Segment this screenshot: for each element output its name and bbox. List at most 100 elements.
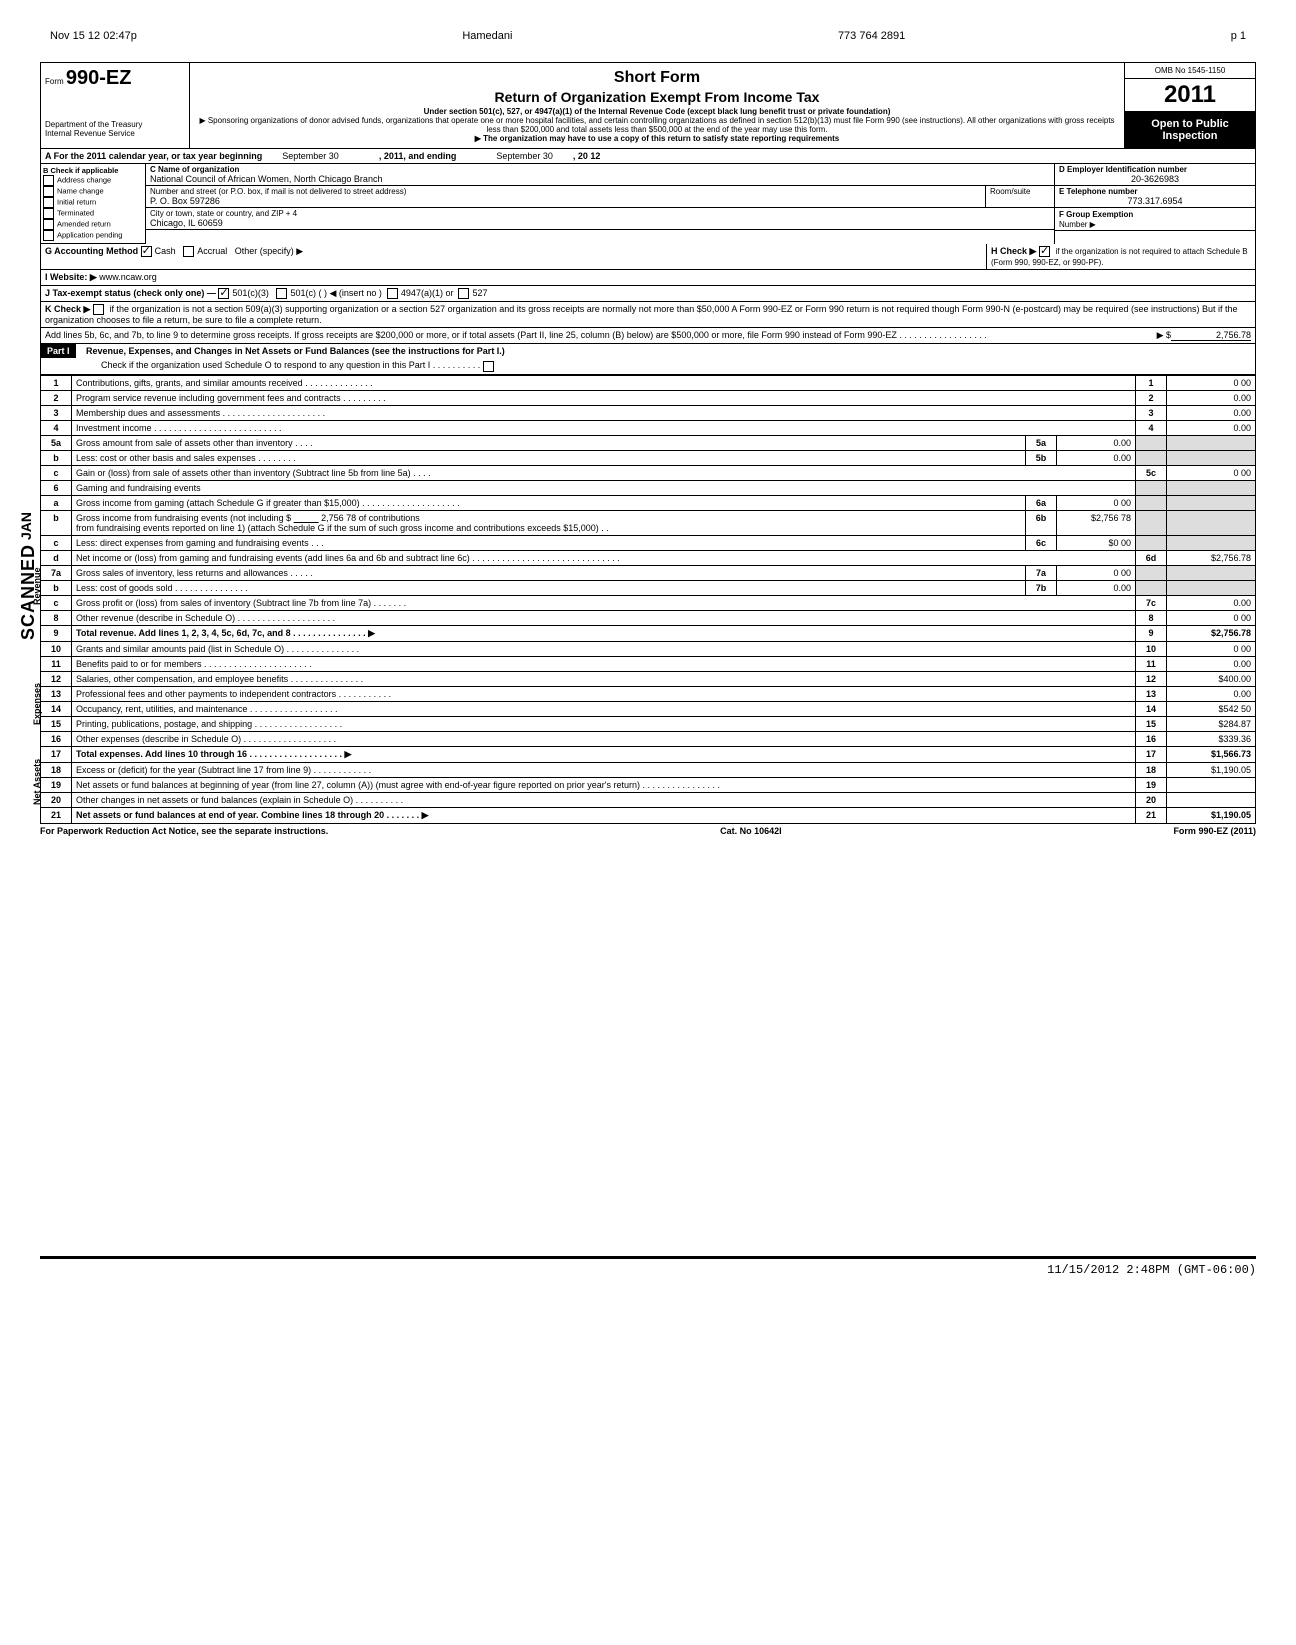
section-k-text: if the organization is not a section 509… — [45, 304, 1238, 325]
info-block: B Check if applicable Address change Nam… — [40, 164, 1256, 244]
chk-4947[interactable] — [387, 288, 398, 299]
omb-number: OMB No 1545-1150 — [1125, 63, 1255, 79]
table-row: 13Professional fees and other payments t… — [41, 686, 1256, 701]
chk-501c[interactable] — [276, 288, 287, 299]
org-city: Chicago, IL 60659 — [150, 218, 1050, 228]
form-sub1: Under section 501(c), 527, or 4947(a)(1)… — [194, 107, 1120, 116]
fax-footer: 11/15/2012 2:48PM (GMT-06:00) — [40, 1256, 1256, 1277]
chk-cash[interactable] — [141, 246, 152, 257]
jan-stamp: JAN — [18, 512, 34, 540]
chk-pending[interactable]: Application pending — [43, 230, 143, 241]
table-row: bLess: cost of goods sold . . . . . . . … — [41, 580, 1256, 595]
period-end: September 30 — [496, 151, 553, 161]
ein: 20-3626983 — [1059, 174, 1251, 184]
chk-amended[interactable]: Amended return — [43, 219, 143, 230]
chk-accrual[interactable] — [183, 246, 194, 257]
table-row: 21Net assets or fund balances at end of … — [41, 807, 1256, 823]
fax-phone: 773 764 2891 — [838, 30, 905, 42]
fax-datetime: Nov 15 12 02:47p — [50, 30, 137, 42]
fax-sender: Hamedani — [462, 30, 512, 42]
form-year: 2011 — [1125, 79, 1255, 112]
footer-mid: Cat. No 10642I — [720, 826, 782, 836]
form-label: Form — [45, 77, 64, 86]
side-expenses: Expenses — [32, 682, 42, 724]
city-label: City or town, state or country, and ZIP … — [150, 209, 1050, 218]
chk-initial[interactable]: Initial return — [43, 197, 143, 208]
scanned-stamp: SCANNED — [18, 544, 39, 640]
chk-501c3[interactable] — [218, 288, 229, 299]
part1-check-text: Check if the organization used Schedule … — [101, 360, 480, 370]
table-row: cGross profit or (loss) from sales of in… — [41, 595, 1256, 610]
form-footer: For Paperwork Reduction Act Notice, see … — [40, 826, 1256, 836]
form-title2: Return of Organization Exempt From Incom… — [194, 89, 1120, 105]
section-b-label: B Check if applicable — [43, 166, 143, 175]
period-endyear: , 20 12 — [573, 151, 601, 161]
fax-footer-text: 11/15/2012 2:48PM (GMT-06:00) — [1047, 1263, 1256, 1277]
chk-terminated[interactable]: Terminated — [43, 208, 143, 219]
section-f-label: F Group Exemption — [1059, 210, 1133, 219]
fax-header: Nov 15 12 02:47p Hamedani 773 764 2891 p… — [40, 30, 1256, 42]
table-row: cGain or (loss) from sale of assets othe… — [41, 465, 1256, 480]
chk-k[interactable] — [93, 304, 104, 315]
part1-title: Revenue, Expenses, and Changes in Net As… — [78, 346, 505, 356]
period-begin: September 30 — [282, 151, 339, 161]
open-inspection: Open to Public Inspection — [1125, 112, 1255, 148]
section-j-label: J Tax-exempt status (check only one) — — [45, 288, 216, 298]
fax-page: p 1 — [1231, 30, 1246, 42]
table-row: 17Total expenses. Add lines 10 through 1… — [41, 746, 1256, 762]
table-row: 7aGross sales of inventory, less returns… — [41, 565, 1256, 580]
table-row: 1Contributions, gifts, grants, and simil… — [41, 375, 1256, 390]
period-row: A For the 2011 calendar year, or tax yea… — [40, 149, 1256, 164]
table-row: 6Gaming and fundraising events — [41, 480, 1256, 495]
form-title1: Short Form — [194, 69, 1120, 87]
table-row: 12Salaries, other compensation, and empl… — [41, 671, 1256, 686]
section-f-sub: Number ▶ — [1059, 220, 1096, 229]
form-header: Form 990-EZ Department of the Treasury I… — [40, 62, 1256, 149]
form-number: 990-EZ — [66, 67, 132, 89]
irs-label: Internal Revenue Service — [45, 129, 185, 138]
section-d-label: D Employer Identification number — [1059, 165, 1251, 174]
table-row: bLess: cost or other basis and sales exp… — [41, 450, 1256, 465]
table-row: 16Other expenses (describe in Schedule O… — [41, 731, 1256, 746]
section-e-label: E Telephone number — [1059, 187, 1251, 196]
section-g-label: G Accounting Method — [45, 246, 138, 256]
form-sub2: ▶ Sponsoring organizations of donor advi… — [194, 116, 1120, 134]
table-row: 9Total revenue. Add lines 1, 2, 3, 4, 5c… — [41, 625, 1256, 641]
footer-right: Form 990-EZ (2011) — [1173, 826, 1256, 836]
form-sub3: ▶ The organization may have to use a cop… — [194, 134, 1120, 143]
part1-header: Part I — [41, 344, 76, 358]
table-row: 4Investment income . . . . . . . . . . .… — [41, 420, 1256, 435]
table-row: 10Grants and similar amounts paid (list … — [41, 641, 1256, 656]
section-k-label: K Check ▶ — [45, 304, 90, 314]
chk-name[interactable]: Name change — [43, 186, 143, 197]
section-l-text: Add lines 5b, 6c, and 7b, to line 9 to d… — [45, 330, 1131, 341]
section-l-arrow: ▶ $ — [1131, 330, 1171, 341]
section-l-amount: 2,756.78 — [1171, 330, 1251, 341]
chk-address[interactable]: Address change — [43, 175, 143, 186]
table-row: 8Other revenue (describe in Schedule O) … — [41, 610, 1256, 625]
table-row: cLess: direct expenses from gaming and f… — [41, 535, 1256, 550]
side-netassets: Net Assets — [32, 758, 42, 804]
section-i-label: I Website: ▶ — [45, 272, 97, 282]
org-addr: P. O. Box 597286 — [150, 196, 981, 206]
table-row: 19Net assets or fund balances at beginni… — [41, 777, 1256, 792]
table-row: aGross income from gaming (attach Schedu… — [41, 495, 1256, 510]
table-row: 3Membership dues and assessments . . . .… — [41, 405, 1256, 420]
phone: 773.317.6954 — [1059, 196, 1251, 206]
chk-527[interactable] — [458, 288, 469, 299]
section-h-label: H Check ▶ — [991, 246, 1036, 256]
table-row: 18Excess or (deficit) for the year (Subt… — [41, 762, 1256, 777]
table-row: 20Other changes in net assets or fund ba… — [41, 792, 1256, 807]
chk-part1-scho[interactable] — [483, 361, 494, 372]
chk-h[interactable] — [1039, 246, 1050, 257]
table-row: bGross income from fundraising events (n… — [41, 510, 1256, 535]
addr-label: Number and street (or P.O. box, if mail … — [150, 187, 981, 196]
footer-left: For Paperwork Reduction Act Notice, see … — [40, 826, 328, 836]
table-row: 15Printing, publications, postage, and s… — [41, 716, 1256, 731]
period-mid: , 2011, and ending — [379, 151, 457, 161]
table-row: 14Occupancy, rent, utilities, and mainte… — [41, 701, 1256, 716]
lines-table: 1Contributions, gifts, grants, and simil… — [40, 375, 1256, 824]
section-c-label: C Name of organization — [150, 165, 1050, 174]
table-row: 2Program service revenue including gover… — [41, 390, 1256, 405]
period-label: A For the 2011 calendar year, or tax yea… — [45, 151, 262, 161]
